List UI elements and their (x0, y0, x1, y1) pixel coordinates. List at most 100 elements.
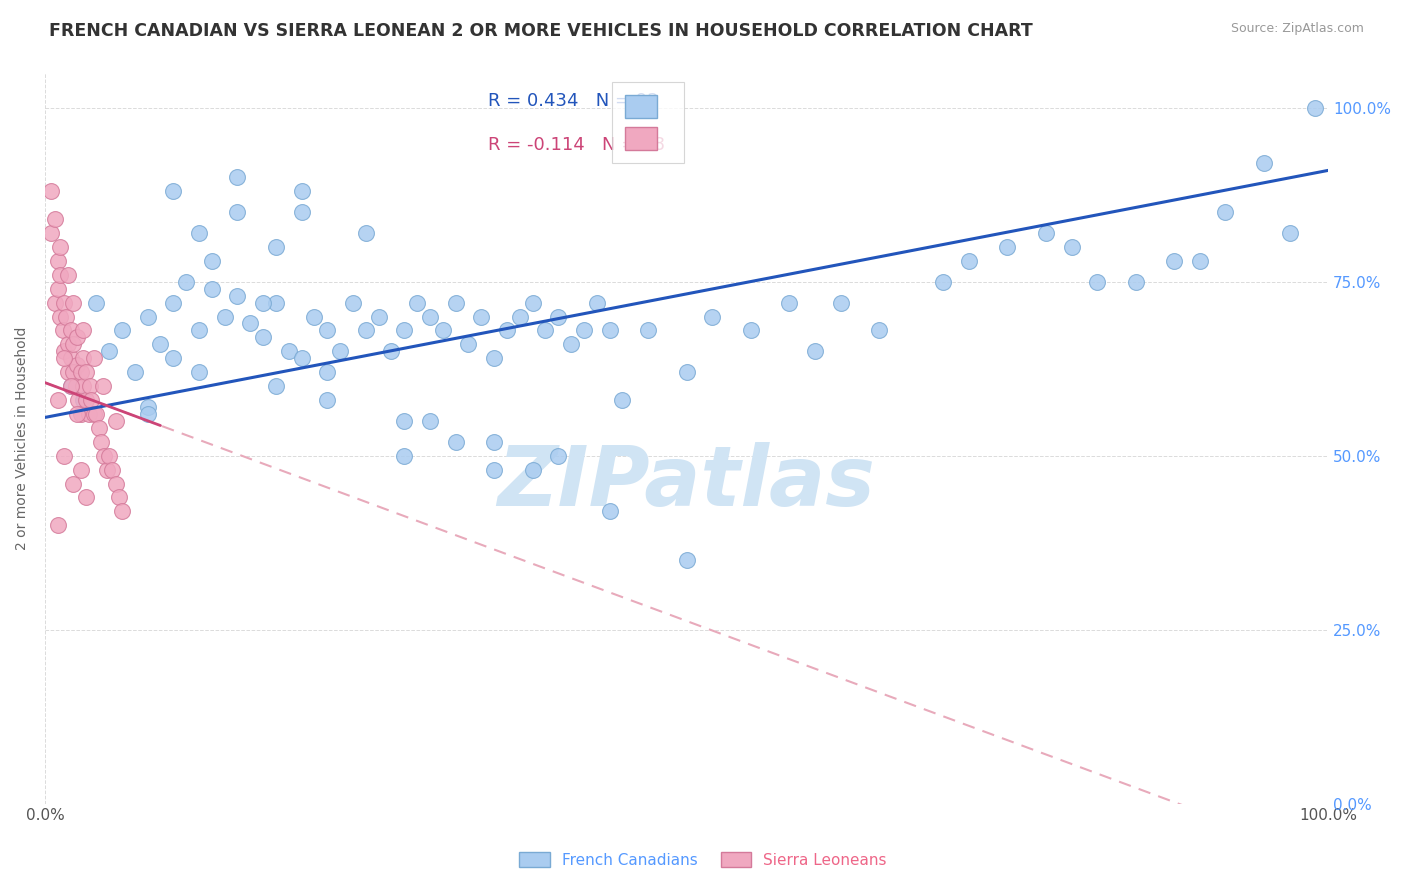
Point (1060, 240, 1083, 254)
Point (252, 330, 274, 344)
Point (277, 344, 299, 359)
Point (90, 434, 112, 449)
Point (509, 310, 531, 324)
Point (83, 351, 105, 366)
Point (72, 351, 94, 366)
Point (70, 462, 93, 476)
Point (201, 253, 224, 268)
Point (66, 358, 89, 372)
Point (108, 491, 131, 505)
Point (932, 275, 955, 289)
Point (188, 323, 211, 337)
Point (1303, 101, 1326, 115)
Y-axis label: 2 or more Vehicles in Household: 2 or more Vehicles in Household (15, 326, 30, 550)
Point (482, 434, 505, 449)
Point (419, 310, 441, 324)
Point (547, 449, 569, 463)
Point (79, 379, 101, 393)
Point (1085, 275, 1108, 289)
Point (100, 462, 122, 476)
Point (56, 268, 79, 282)
Point (56, 337, 79, 351)
Point (72, 323, 94, 337)
Point (80, 392, 103, 407)
Point (136, 400, 159, 414)
Point (1188, 253, 1211, 268)
Point (354, 226, 377, 240)
Point (264, 240, 287, 254)
Point (1253, 156, 1275, 170)
Point (599, 323, 621, 337)
Point (66, 330, 89, 344)
Point (637, 323, 659, 337)
Point (124, 365, 146, 379)
Point (444, 295, 467, 310)
Point (98, 344, 121, 359)
Text: FRENCH CANADIAN VS SIERRA LEONEAN 2 OR MORE VEHICLES IN HOUSEHOLD CORRELATION CH: FRENCH CANADIAN VS SIERRA LEONEAN 2 OR M… (49, 22, 1033, 40)
Text: Source: ZipAtlas.com: Source: ZipAtlas.com (1230, 22, 1364, 36)
Point (342, 295, 364, 310)
Point (585, 295, 607, 310)
Point (53, 351, 76, 366)
Point (432, 323, 454, 337)
Point (702, 310, 724, 324)
Point (162, 295, 184, 310)
Point (482, 351, 505, 366)
Point (46, 518, 69, 533)
Point (406, 295, 429, 310)
Point (56, 365, 79, 379)
Point (84, 407, 107, 421)
Point (354, 323, 377, 337)
Point (70, 407, 93, 421)
Point (59, 351, 82, 366)
Legend: French Canadians, Sierra Leoneans: French Canadians, Sierra Leoneans (512, 844, 894, 875)
Point (84, 295, 107, 310)
Point (62, 337, 84, 351)
Point (264, 379, 287, 393)
Point (72, 379, 94, 393)
Point (162, 184, 184, 198)
Point (55, 310, 77, 324)
Point (111, 504, 134, 518)
Point (136, 310, 159, 324)
Point (59, 323, 82, 337)
Point (149, 337, 172, 351)
Point (77, 407, 100, 421)
Point (41, 184, 63, 198)
Point (52, 323, 75, 337)
Point (53, 449, 76, 463)
Point (174, 275, 197, 289)
Point (62, 365, 84, 379)
Point (252, 295, 274, 310)
Point (482, 462, 505, 476)
Point (316, 392, 339, 407)
Point (162, 351, 184, 366)
Point (1278, 226, 1301, 240)
Point (367, 310, 389, 324)
Point (868, 323, 890, 337)
Point (72, 392, 94, 407)
Point (87, 421, 110, 435)
Point (572, 323, 595, 337)
Point (522, 462, 544, 476)
Point (329, 344, 352, 359)
Point (547, 310, 569, 324)
Point (201, 282, 224, 296)
Point (470, 310, 492, 324)
Point (70, 365, 93, 379)
Point (612, 392, 634, 407)
Point (65, 379, 87, 393)
Point (1163, 253, 1185, 268)
Text: R = -0.114   N = 58: R = -0.114 N = 58 (488, 136, 665, 153)
Point (419, 414, 441, 428)
Point (740, 323, 762, 337)
Point (46, 253, 69, 268)
Point (1215, 205, 1237, 219)
Point (675, 365, 697, 379)
Legend: , : , (612, 82, 685, 162)
Point (804, 344, 827, 359)
Point (188, 226, 211, 240)
Point (66, 407, 89, 421)
Point (75, 491, 97, 505)
Point (291, 184, 314, 198)
